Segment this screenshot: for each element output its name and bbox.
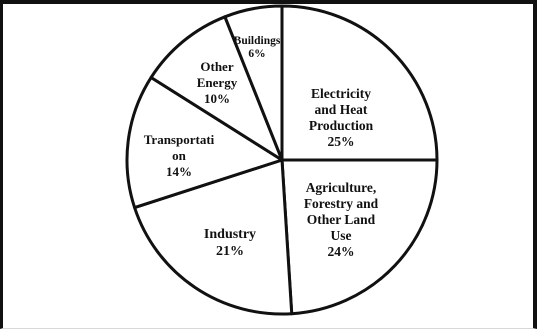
slice-label-line: Other bbox=[200, 59, 233, 74]
slice-label-other-energy: Other Energy 10% bbox=[197, 59, 238, 106]
pie-slice-other-energy bbox=[149, 15, 284, 162]
slice-label-line: 21% bbox=[216, 244, 244, 259]
slice-label-line: 10% bbox=[204, 91, 230, 106]
slice-label-line: Buildings bbox=[234, 35, 281, 47]
slice-label-industry: Industry 21% bbox=[204, 227, 256, 259]
slice-label-line: 25% bbox=[328, 134, 355, 149]
slice-label-line: Forestry and bbox=[304, 196, 379, 211]
pie-slice-electricity-heat bbox=[280, 4, 439, 162]
slice-label-line: Industry bbox=[204, 227, 256, 242]
slice-label-electricity-heat: Electricity and Heat Production 25% bbox=[309, 86, 374, 149]
slice-label-transportation: Transportati on 14% bbox=[144, 132, 215, 179]
pie-slices bbox=[125, 4, 439, 316]
pie-slice-transportation bbox=[125, 75, 284, 210]
slice-label-line: Agriculture, bbox=[306, 180, 377, 195]
slice-label-line: Transportati bbox=[144, 132, 215, 147]
slice-label-agriculture-forestry: Agriculture, Forestry and Other Land Use 24% bbox=[304, 180, 379, 259]
slice-label-line: 14% bbox=[166, 164, 192, 179]
slice-label-line: Production bbox=[309, 118, 374, 133]
slice-label-buildings: Buildings 6% bbox=[234, 35, 281, 60]
slice-label-line: Other Land bbox=[307, 212, 376, 227]
pie-slice-industry bbox=[133, 158, 294, 316]
pie-chart: Electricity and Heat Production 25% Agricult… bbox=[125, 4, 439, 316]
pie-slice-buildings bbox=[223, 4, 284, 162]
slice-label-line: 6% bbox=[248, 48, 265, 60]
slice-label-line: and Heat bbox=[315, 102, 368, 117]
slice-label-line: Electricity bbox=[311, 86, 371, 101]
slice-label-line: Energy bbox=[197, 75, 238, 90]
slice-label-line: 24% bbox=[328, 244, 355, 259]
slice-labels: Electricity and Heat Production 25% Agricult… bbox=[144, 35, 379, 259]
slice-label-line: Use bbox=[331, 228, 352, 243]
slice-label-line: on bbox=[172, 148, 187, 163]
pie-slice-agriculture-forestry bbox=[280, 158, 439, 316]
